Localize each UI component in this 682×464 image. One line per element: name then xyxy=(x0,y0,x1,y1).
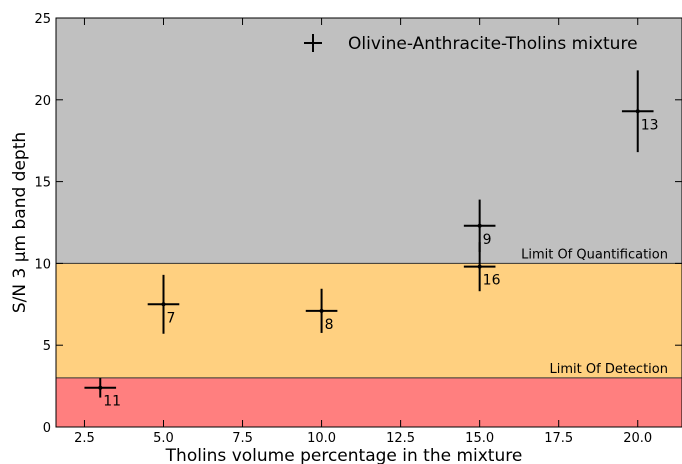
plot-frame xyxy=(55,17,682,428)
x-tick-label-0: 2.5 xyxy=(74,431,95,446)
y-tick-label-1: 5 xyxy=(43,339,51,354)
x-tick-label-5: 15.0 xyxy=(465,431,494,446)
x-tick-label-1: 5.0 xyxy=(153,431,174,446)
x-tick-label-2: 7.5 xyxy=(232,431,253,446)
band-labels-layer: Limit Of Detection Limit Of Quantificatio… xyxy=(521,247,668,377)
bands-layer xyxy=(56,18,682,427)
point-marker-13 xyxy=(635,109,640,114)
point-label-7: 7 xyxy=(166,310,175,326)
point-label-13: 13 xyxy=(641,117,659,133)
point-marker-11 xyxy=(98,385,103,390)
y-tick-label-3: 15 xyxy=(34,176,51,191)
x-tick-label-3: 10.0 xyxy=(307,431,336,446)
data-point-8: 8 xyxy=(305,288,338,333)
legend: Olivine-Anthracite-Tholins mixture xyxy=(304,34,638,54)
data-point-16: 16 xyxy=(463,242,501,292)
point-marker-9 xyxy=(477,223,482,228)
x-axis-title: Tholins volume percentage in the mixture xyxy=(165,446,523,464)
band-label-2: Limit Of Quantification xyxy=(521,247,668,262)
point-label-8: 8 xyxy=(325,317,334,333)
y-ticks: 0 5 10 15 20 25 xyxy=(34,12,682,436)
data-point-7: 7 xyxy=(147,274,180,334)
legend-entry-0: Olivine-Anthracite-Tholins mixture xyxy=(348,34,638,54)
point-label-11: 11 xyxy=(103,394,121,410)
y-tick-label-5: 25 xyxy=(34,12,51,27)
band-1 xyxy=(56,263,682,378)
point-label-16: 16 xyxy=(483,273,501,289)
data-points: 11 7 8 9 16 13 xyxy=(84,70,659,410)
band-2 xyxy=(56,18,682,264)
point-marker-7 xyxy=(161,302,166,307)
band-label-1: Limit Of Detection xyxy=(550,362,668,377)
y-tick-label-0: 0 xyxy=(43,421,51,436)
y-axis-title: S/N 3 µm band depth xyxy=(10,132,30,313)
point-marker-16 xyxy=(477,264,482,269)
x-tick-label-7: 20.0 xyxy=(623,431,652,446)
x-tick-label-6: 17.5 xyxy=(544,431,573,446)
band-0 xyxy=(56,377,682,427)
data-point-11: 11 xyxy=(84,377,121,410)
point-label-9: 9 xyxy=(483,232,492,248)
data-point-13: 13 xyxy=(621,70,659,153)
y-tick-label-4: 20 xyxy=(34,94,51,109)
point-marker-8 xyxy=(319,308,324,313)
x-ticks: 2.5 5.0 7.5 10.0 12.5 15.0 17.5 20.0 xyxy=(74,18,652,446)
x-tick-label-4: 12.5 xyxy=(386,431,415,446)
y-tick-label-2: 10 xyxy=(34,257,51,272)
